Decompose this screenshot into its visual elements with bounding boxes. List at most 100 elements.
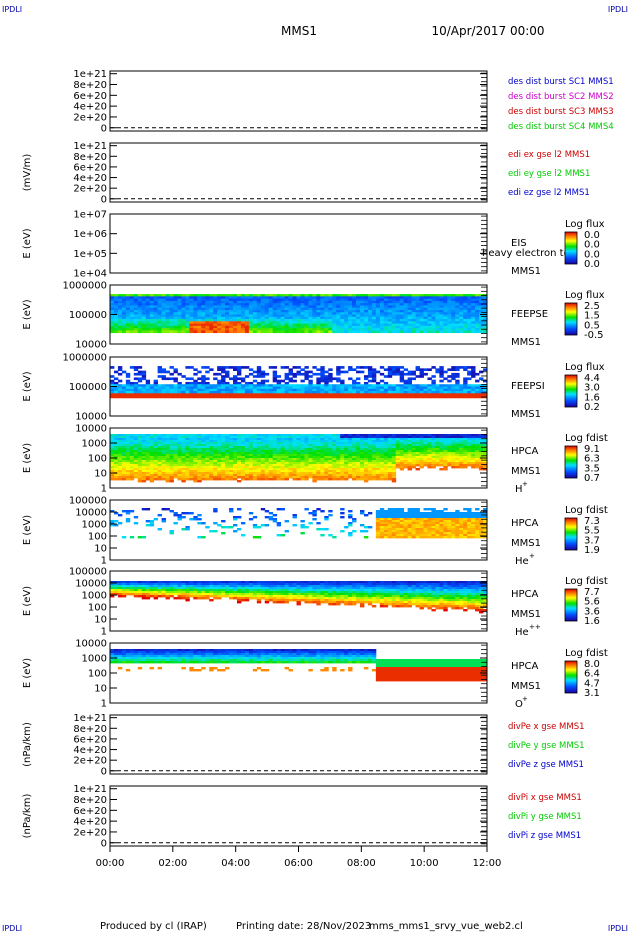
spectrogram-cell — [483, 379, 488, 383]
spectrogram-cell — [467, 448, 472, 451]
spectrogram-cell — [248, 448, 254, 451]
spectrogram-cell — [133, 388, 139, 392]
spectrogram-cell — [272, 388, 278, 392]
spectrogram-cell — [177, 474, 182, 477]
spectrogram-cell — [296, 328, 301, 331]
spectrogram-cell — [276, 325, 282, 329]
spectrogram-cell — [316, 379, 321, 383]
spectrogram-cell — [344, 442, 349, 445]
spectrogram-cell — [415, 454, 420, 457]
spectrogram-cell — [395, 372, 401, 376]
spectrogram-cell — [240, 296, 246, 300]
spectrogram-cell — [121, 316, 127, 320]
spectrogram-cell — [443, 388, 448, 392]
spectrogram-cell — [256, 460, 262, 463]
spectrogram-cell — [201, 312, 206, 315]
spectrogram-cell — [205, 454, 210, 457]
spectrogram-cell — [360, 458, 365, 461]
spectrogram-cell — [304, 454, 309, 457]
spectrogram-cell — [375, 444, 381, 447]
spectrogram-cell — [229, 442, 234, 445]
spectrogram-cell — [260, 508, 266, 511]
spectrogram-cell — [411, 294, 416, 297]
spectrogram-cell — [308, 446, 313, 449]
spectrogram-cell — [391, 474, 397, 477]
spectrogram-cell — [129, 321, 135, 324]
spectrogram-cell — [149, 478, 155, 481]
spectrogram-cell — [292, 384, 297, 387]
spectrogram-cell — [352, 395, 357, 399]
spectrogram-cell — [264, 476, 270, 479]
spectrogram-cell — [443, 438, 448, 441]
spectrogram-cell — [479, 325, 484, 329]
spectrogram-cell — [280, 454, 286, 457]
spectrogram-cell — [304, 370, 309, 374]
spectrogram-cell — [177, 325, 182, 329]
spectrogram-cell — [113, 296, 119, 300]
spectrogram-cell — [419, 300, 424, 304]
spectrogram-cell — [483, 303, 488, 306]
spectrogram-cell — [447, 450, 452, 453]
spectrogram-cell — [145, 294, 151, 297]
spectrogram-cell — [169, 314, 174, 318]
spectrogram-cell — [129, 319, 135, 322]
spectrogram-cell — [161, 468, 166, 471]
spectrogram-cell — [340, 312, 345, 315]
spectrogram-cell — [296, 294, 301, 297]
spectrogram-cell — [236, 319, 242, 322]
spectrogram-cell — [348, 510, 353, 513]
spectrogram-cell — [221, 321, 226, 324]
spectrogram-cell — [439, 395, 444, 399]
spectrogram-cell — [304, 478, 309, 481]
spectrogram-cell — [471, 466, 476, 469]
spectrogram-cell — [471, 444, 476, 447]
spectrogram-cell — [117, 442, 123, 445]
spectrogram-cell — [371, 391, 377, 394]
spectrogram-cell — [161, 377, 166, 381]
spectrogram-cell — [463, 377, 468, 381]
spectrogram-cell — [276, 478, 282, 481]
spectrogram-cell — [213, 298, 218, 302]
spectrogram-cell — [252, 472, 258, 475]
spectrogram-cell — [467, 372, 472, 376]
spectrogram-cell — [185, 528, 190, 531]
spectrogram-cell — [348, 393, 353, 396]
spectrogram-cell — [375, 316, 381, 320]
spectrogram-cell — [181, 450, 186, 453]
spectrogram-cell — [213, 444, 218, 447]
spectrogram-cell — [324, 325, 329, 329]
spectrogram-cell — [165, 448, 170, 451]
spectrogram-cell — [423, 450, 428, 453]
spectrogram-cell — [312, 474, 317, 477]
spectrogram-cell — [459, 328, 464, 331]
spectrogram-cell — [312, 440, 317, 443]
spectrogram-cell — [435, 454, 440, 457]
spectrogram-cell — [391, 458, 397, 461]
spectrogram-cell — [113, 438, 119, 441]
spectrogram-cell — [360, 440, 365, 443]
spectrogram-cell — [121, 391, 127, 394]
colorbar-title: Log flux — [565, 219, 605, 230]
spectrogram-cell — [125, 464, 131, 467]
spectrogram-cell — [304, 470, 309, 473]
spectrogram-cell — [284, 319, 289, 322]
spectrogram-cell — [427, 395, 432, 399]
spectrogram-cell — [173, 395, 178, 399]
spectrogram-cell — [221, 316, 226, 320]
spectrogram-cell — [336, 328, 341, 331]
spectrogram-cell — [229, 526, 234, 529]
spectrogram-cell — [348, 316, 353, 320]
spectrogram-cell — [240, 307, 246, 311]
spectrogram-cell — [387, 366, 393, 369]
spectrogram-cell — [244, 330, 250, 334]
spectrogram-cell — [439, 384, 444, 387]
spectrogram-cell — [419, 316, 424, 320]
spectrogram-cell — [352, 452, 357, 455]
spectrogram-cell — [260, 472, 266, 475]
instrument-label: HPCA — [511, 446, 539, 457]
spectrogram-cell — [439, 448, 444, 451]
spectrogram-cell — [344, 395, 349, 399]
spectrogram-cell — [221, 460, 226, 463]
spectrogram-cell — [360, 456, 365, 459]
spectrogram-cell — [129, 462, 135, 465]
